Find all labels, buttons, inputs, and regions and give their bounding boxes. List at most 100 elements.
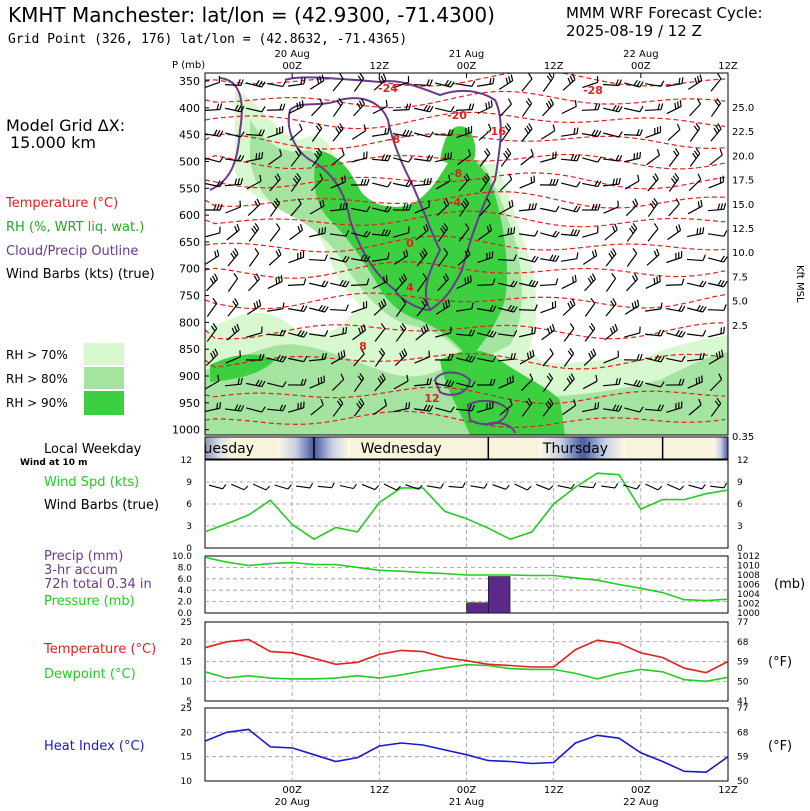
wind-speed-line — [204, 472, 729, 541]
wind-barb — [497, 254, 517, 262]
wind-barb — [455, 103, 475, 111]
wind-barb — [582, 203, 601, 211]
wind-barb — [435, 174, 451, 190]
y-tick-label: 15 — [181, 658, 192, 668]
wind-barb — [624, 106, 644, 113]
bottom-hour-label: 00Z — [282, 785, 302, 796]
wind-barb — [457, 248, 471, 266]
surface-wind-barb — [208, 484, 227, 490]
wind-barb — [290, 198, 302, 217]
wind-barb — [395, 323, 407, 342]
wind-barb — [329, 202, 348, 212]
y2-tick-label: 41 — [737, 697, 748, 707]
surface-wind-barb — [317, 482, 335, 489]
wind-barb — [602, 79, 622, 87]
wind-barb — [458, 173, 470, 192]
wind-barb — [205, 156, 224, 163]
y2-tick-label: 1006 — [737, 581, 760, 591]
surface-wind-barb — [470, 483, 488, 489]
wind-barb — [224, 154, 245, 162]
bottom-time-axis: 00Z 12Z 00Z 12Z 00Z 12Z 20 Aug 21 Aug 22 Aug — [274, 785, 737, 808]
wind-barb — [330, 175, 346, 189]
wind-barb — [434, 129, 454, 137]
legend-rh: RH (%, WRT liq. wat.) — [6, 220, 144, 235]
wind-barb — [707, 304, 727, 311]
wind-barb — [206, 298, 218, 317]
wind-barb — [477, 355, 497, 363]
surface-wind-barb — [296, 482, 314, 489]
wind-barb — [395, 273, 407, 292]
wind-barb — [224, 377, 243, 387]
cross-section-panel: -24 -28 -20 -16 -8 -8 -4 0 4 8 12 350 400 450 500 550 6… — [172, 49, 805, 443]
wind-barb — [646, 149, 661, 166]
wind-barb — [477, 401, 494, 413]
y-tick-label: 8.0 — [178, 563, 193, 573]
wind-barb — [288, 100, 304, 114]
wind-barb — [498, 74, 514, 90]
temperature-contour-labels: -24 -28 -20 -16 -8 -8 -4 0 4 8 12 — [359, 82, 603, 405]
wind-barb — [374, 323, 386, 342]
total-label: 72h total 0.34 in — [44, 577, 152, 592]
wind-barb — [247, 198, 261, 216]
wind-barb — [455, 329, 476, 337]
wind-barb — [329, 304, 349, 312]
surface-wind-barb — [623, 484, 641, 490]
wind-barb — [521, 98, 533, 117]
wind-barb — [707, 230, 728, 237]
y2-tick-label: 50 — [737, 677, 749, 687]
wind-barb — [560, 127, 579, 137]
wind-barb — [500, 123, 512, 142]
fahrenheit-unit-2: (°F) — [768, 739, 792, 754]
wind-barb — [647, 173, 659, 192]
surface-wind-barb — [231, 483, 249, 491]
wind-barb — [689, 148, 701, 167]
wind-spd-label: Wind Spd (kts) — [44, 475, 139, 490]
y2-tick-label: 50 — [737, 777, 749, 787]
wind-barb — [562, 73, 576, 91]
wind-barb — [266, 103, 286, 111]
y2-tick-label: 59 — [737, 658, 749, 668]
wind-barb — [226, 223, 240, 241]
wind-barb — [624, 326, 641, 338]
wind-barb — [666, 401, 683, 413]
wind-barb — [602, 378, 622, 387]
y2-tick-label: 1008 — [737, 571, 760, 581]
wind-barb — [224, 404, 245, 412]
wind-barb — [687, 227, 705, 238]
wind-barb — [372, 100, 388, 115]
wind-barb — [477, 100, 493, 115]
fahrenheit-unit-1: (°F) — [768, 655, 792, 670]
wind-barb — [246, 106, 266, 113]
wind-barb — [561, 181, 581, 188]
cloud-outline-path — [433, 371, 472, 396]
wind-barb — [205, 226, 221, 238]
temperature-contour — [205, 261, 726, 279]
height-tick-label: 5.0 — [732, 297, 748, 308]
model-grid-value: 15.000 km — [10, 133, 96, 152]
wind-barb — [456, 80, 476, 87]
heat-index-line — [204, 728, 729, 774]
wind-barb — [456, 126, 473, 139]
wind-barb — [374, 348, 386, 367]
top-hour-label: 00Z — [282, 61, 302, 72]
y2-tick-label: 0 — [737, 544, 743, 554]
wind-barb — [436, 198, 450, 217]
weekday-label: Thursday — [542, 441, 608, 457]
wind-barb — [561, 100, 577, 115]
wind-barb — [687, 74, 703, 90]
wind-barb — [540, 254, 560, 262]
y-tick-label: 10 — [181, 677, 193, 687]
wind-barb — [413, 177, 432, 187]
wind-barb — [267, 381, 287, 388]
wind-barb — [687, 304, 707, 313]
temperature-contour-label: -20 — [447, 109, 467, 122]
wind-barb — [269, 223, 281, 242]
wind-barb — [603, 104, 623, 113]
wind-barb — [458, 198, 470, 217]
wind-barb — [477, 251, 494, 264]
wind-barb — [582, 249, 598, 265]
wind-barb — [645, 381, 665, 388]
wind-barb — [709, 148, 723, 166]
wind-barb — [413, 154, 434, 162]
wind-barb — [584, 273, 596, 292]
